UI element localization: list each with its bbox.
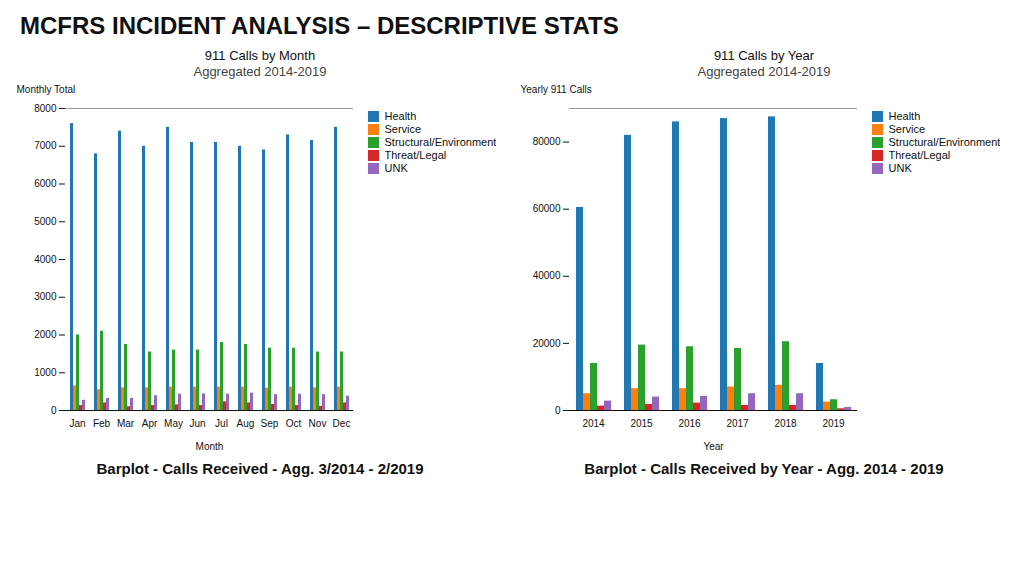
svg-text:2000: 2000: [34, 329, 57, 340]
html-text:Threat/Legal: Threat/Legal: [384, 149, 447, 161]
svg-text:6000: 6000: [34, 178, 57, 189]
svg-text:0: 0: [555, 405, 561, 416]
svg-text:1000: 1000: [34, 367, 57, 378]
svg-text:Month: Month: [196, 441, 224, 452]
svg-text:20000: 20000: [533, 338, 561, 349]
svg-text:Yearly 911 Calls: Yearly 911 Calls: [521, 84, 592, 95]
html-text:Structural/Environment: Structural/Environment: [384, 136, 497, 148]
html-text:Barplot - Calls Received by Ye: Barplot - Calls Received by Year - Agg. …: [584, 460, 944, 477]
html-text:911 Calls by Year: 911 Calls by Year: [713, 48, 815, 63]
svg-text:4000: 4000: [34, 254, 57, 265]
svg-text:Sep: Sep: [261, 418, 279, 429]
html-text:Structural/Environment: Structural/Environment: [888, 136, 1001, 148]
svg-text:3000: 3000: [34, 291, 57, 302]
svg-text:2014: 2014: [582, 418, 605, 429]
svg-text:80000: 80000: [533, 136, 561, 147]
svg-text:Apr: Apr: [142, 418, 158, 429]
svg-text:60000: 60000: [533, 203, 561, 214]
svg-text:5000: 5000: [34, 216, 57, 227]
svg-text:Feb: Feb: [93, 418, 111, 429]
svg-text:2016: 2016: [678, 418, 701, 429]
svg-text:2017: 2017: [726, 418, 749, 429]
html-text:Barplot - Calls Received - Agg: Barplot - Calls Received - Agg. 3/2014 -…: [96, 460, 424, 477]
html-text:Aggregated 2014-2019: Aggregated 2014-2019: [697, 64, 831, 79]
svg-text:2019: 2019: [822, 418, 845, 429]
svg-text:Dec: Dec: [333, 418, 351, 429]
svg-text:Jul: Jul: [215, 418, 228, 429]
svg-text:Year: Year: [703, 441, 724, 452]
html-text:Health: Health: [888, 110, 921, 122]
html-text:Aggregated 2014-2019: Aggregated 2014-2019: [193, 64, 327, 79]
html-text:Threat/Legal: Threat/Legal: [888, 149, 951, 161]
html-text:Service: Service: [888, 123, 926, 135]
svg-text:Monthly Total: Monthly Total: [17, 84, 76, 95]
svg-text:Mar: Mar: [117, 418, 135, 429]
html-text:Service: Service: [384, 123, 422, 135]
svg-text:40000: 40000: [533, 270, 561, 281]
svg-text:Jun: Jun: [189, 418, 205, 429]
svg-text:Aug: Aug: [237, 418, 255, 429]
html-text:MCFRS INCIDENT ANALYSIS – DESC: MCFRS INCIDENT ANALYSIS – DESCRIPTIVE ST…: [20, 12, 619, 39]
html-text:911 Calls by Month: 911 Calls by Month: [204, 48, 316, 63]
svg-text:Jan: Jan: [69, 418, 85, 429]
html-text:UNK: UNK: [888, 162, 912, 174]
svg-text:7000: 7000: [34, 140, 57, 151]
html-text:UNK: UNK: [384, 162, 408, 174]
svg-text:2015: 2015: [630, 418, 653, 429]
svg-text:0: 0: [51, 405, 57, 416]
html-text:Health: Health: [384, 110, 417, 122]
svg-text:Nov: Nov: [309, 418, 327, 429]
svg-text:8000: 8000: [34, 103, 57, 114]
svg-text:2018: 2018: [774, 418, 797, 429]
svg-text:May: May: [164, 418, 183, 429]
svg-text:Oct: Oct: [286, 418, 302, 429]
